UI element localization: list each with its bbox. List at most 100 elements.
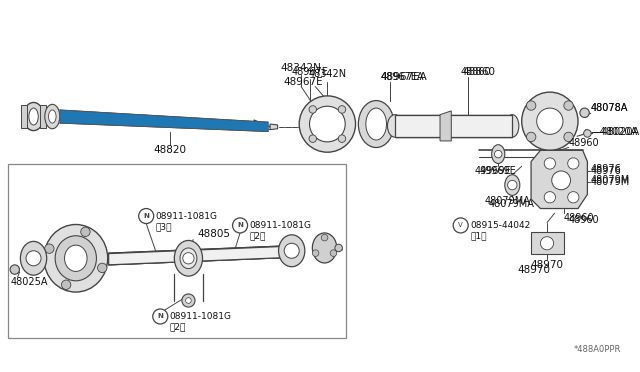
Ellipse shape [278,235,305,267]
Bar [8,164,346,338]
Circle shape [544,158,556,169]
Polygon shape [440,111,451,141]
Circle shape [568,158,579,169]
Ellipse shape [65,245,87,272]
Ellipse shape [537,108,563,134]
Text: *488A0PPR: *488A0PPR [573,345,621,354]
Polygon shape [109,246,292,265]
Text: 48805: 48805 [198,229,231,239]
Ellipse shape [492,145,505,163]
Ellipse shape [366,108,387,140]
Circle shape [309,135,317,142]
Text: （2）: （2） [170,322,186,331]
Polygon shape [60,110,268,132]
Text: 08911-1081G: 08911-1081G [250,221,312,230]
Text: V: V [458,222,463,228]
Circle shape [495,150,502,158]
Circle shape [186,298,191,303]
Text: 48967EA: 48967EA [381,72,424,82]
Text: 48079M: 48079M [590,175,630,185]
Circle shape [544,192,556,203]
Polygon shape [40,105,45,128]
Text: 48342N: 48342N [281,63,321,73]
Circle shape [232,218,248,233]
Ellipse shape [312,233,337,263]
Text: 49969E: 49969E [480,166,516,176]
Text: 08911-1081G: 08911-1081G [170,312,232,321]
Ellipse shape [49,110,56,123]
Circle shape [321,234,328,241]
Polygon shape [531,232,564,254]
Circle shape [564,101,573,110]
Circle shape [81,227,90,237]
Ellipse shape [505,175,520,195]
Text: 48967E: 48967E [283,77,323,87]
Text: 08915-44042: 08915-44042 [470,221,531,230]
Polygon shape [531,150,588,209]
Circle shape [338,106,346,113]
Text: （2）: （2） [250,231,266,240]
Text: —48020A: —48020A [592,126,639,137]
Ellipse shape [20,241,47,275]
Circle shape [508,180,517,190]
Polygon shape [60,110,268,132]
Text: 08911-1081G: 08911-1081G [156,212,218,221]
Circle shape [312,250,319,256]
Circle shape [338,135,346,142]
Text: 48960: 48960 [568,215,599,225]
Circle shape [335,244,342,252]
Circle shape [97,263,107,273]
Text: 48079MA: 48079MA [489,199,534,209]
Circle shape [552,171,570,190]
Text: （1）: （1） [470,231,486,240]
Polygon shape [395,115,512,137]
Ellipse shape [174,240,202,276]
Circle shape [183,253,194,264]
Text: 48079M: 48079M [590,177,630,187]
Circle shape [584,130,591,137]
Ellipse shape [55,236,97,281]
Circle shape [540,237,554,250]
Ellipse shape [506,115,519,137]
Text: 48960: 48960 [568,138,599,148]
Circle shape [153,309,168,324]
Text: 48976: 48976 [590,166,621,176]
Circle shape [527,132,536,142]
Polygon shape [270,124,278,130]
Ellipse shape [358,100,394,148]
Circle shape [453,218,468,233]
Text: 48970: 48970 [517,264,550,275]
Text: 48079MA: 48079MA [484,196,530,206]
Text: 49969E: 49969E [474,166,511,176]
Polygon shape [21,105,27,128]
Circle shape [139,209,154,224]
Circle shape [182,294,195,307]
Circle shape [564,132,573,142]
Circle shape [10,265,19,274]
Circle shape [580,108,589,118]
Ellipse shape [180,248,197,269]
Ellipse shape [310,106,345,142]
Circle shape [45,244,54,253]
Ellipse shape [387,115,403,137]
Text: —48020A: —48020A [590,126,637,137]
Ellipse shape [522,92,578,150]
Text: （3）: （3） [156,222,172,231]
Text: 48025A: 48025A [10,277,47,287]
Text: N: N [157,314,163,320]
Ellipse shape [23,102,44,131]
Text: N: N [143,213,149,219]
Text: 48967EA: 48967EA [381,72,428,82]
Circle shape [309,106,317,113]
Text: 48960: 48960 [564,213,595,223]
Ellipse shape [44,224,108,292]
Text: 48342N: 48342N [308,69,346,79]
Circle shape [330,250,337,256]
Text: 48860: 48860 [461,67,492,77]
Text: 48970: 48970 [531,260,564,270]
Circle shape [61,280,71,289]
Ellipse shape [29,108,38,125]
Text: N: N [237,222,243,228]
Text: 48820: 48820 [153,145,186,155]
Text: 48078A: 48078A [590,103,628,113]
